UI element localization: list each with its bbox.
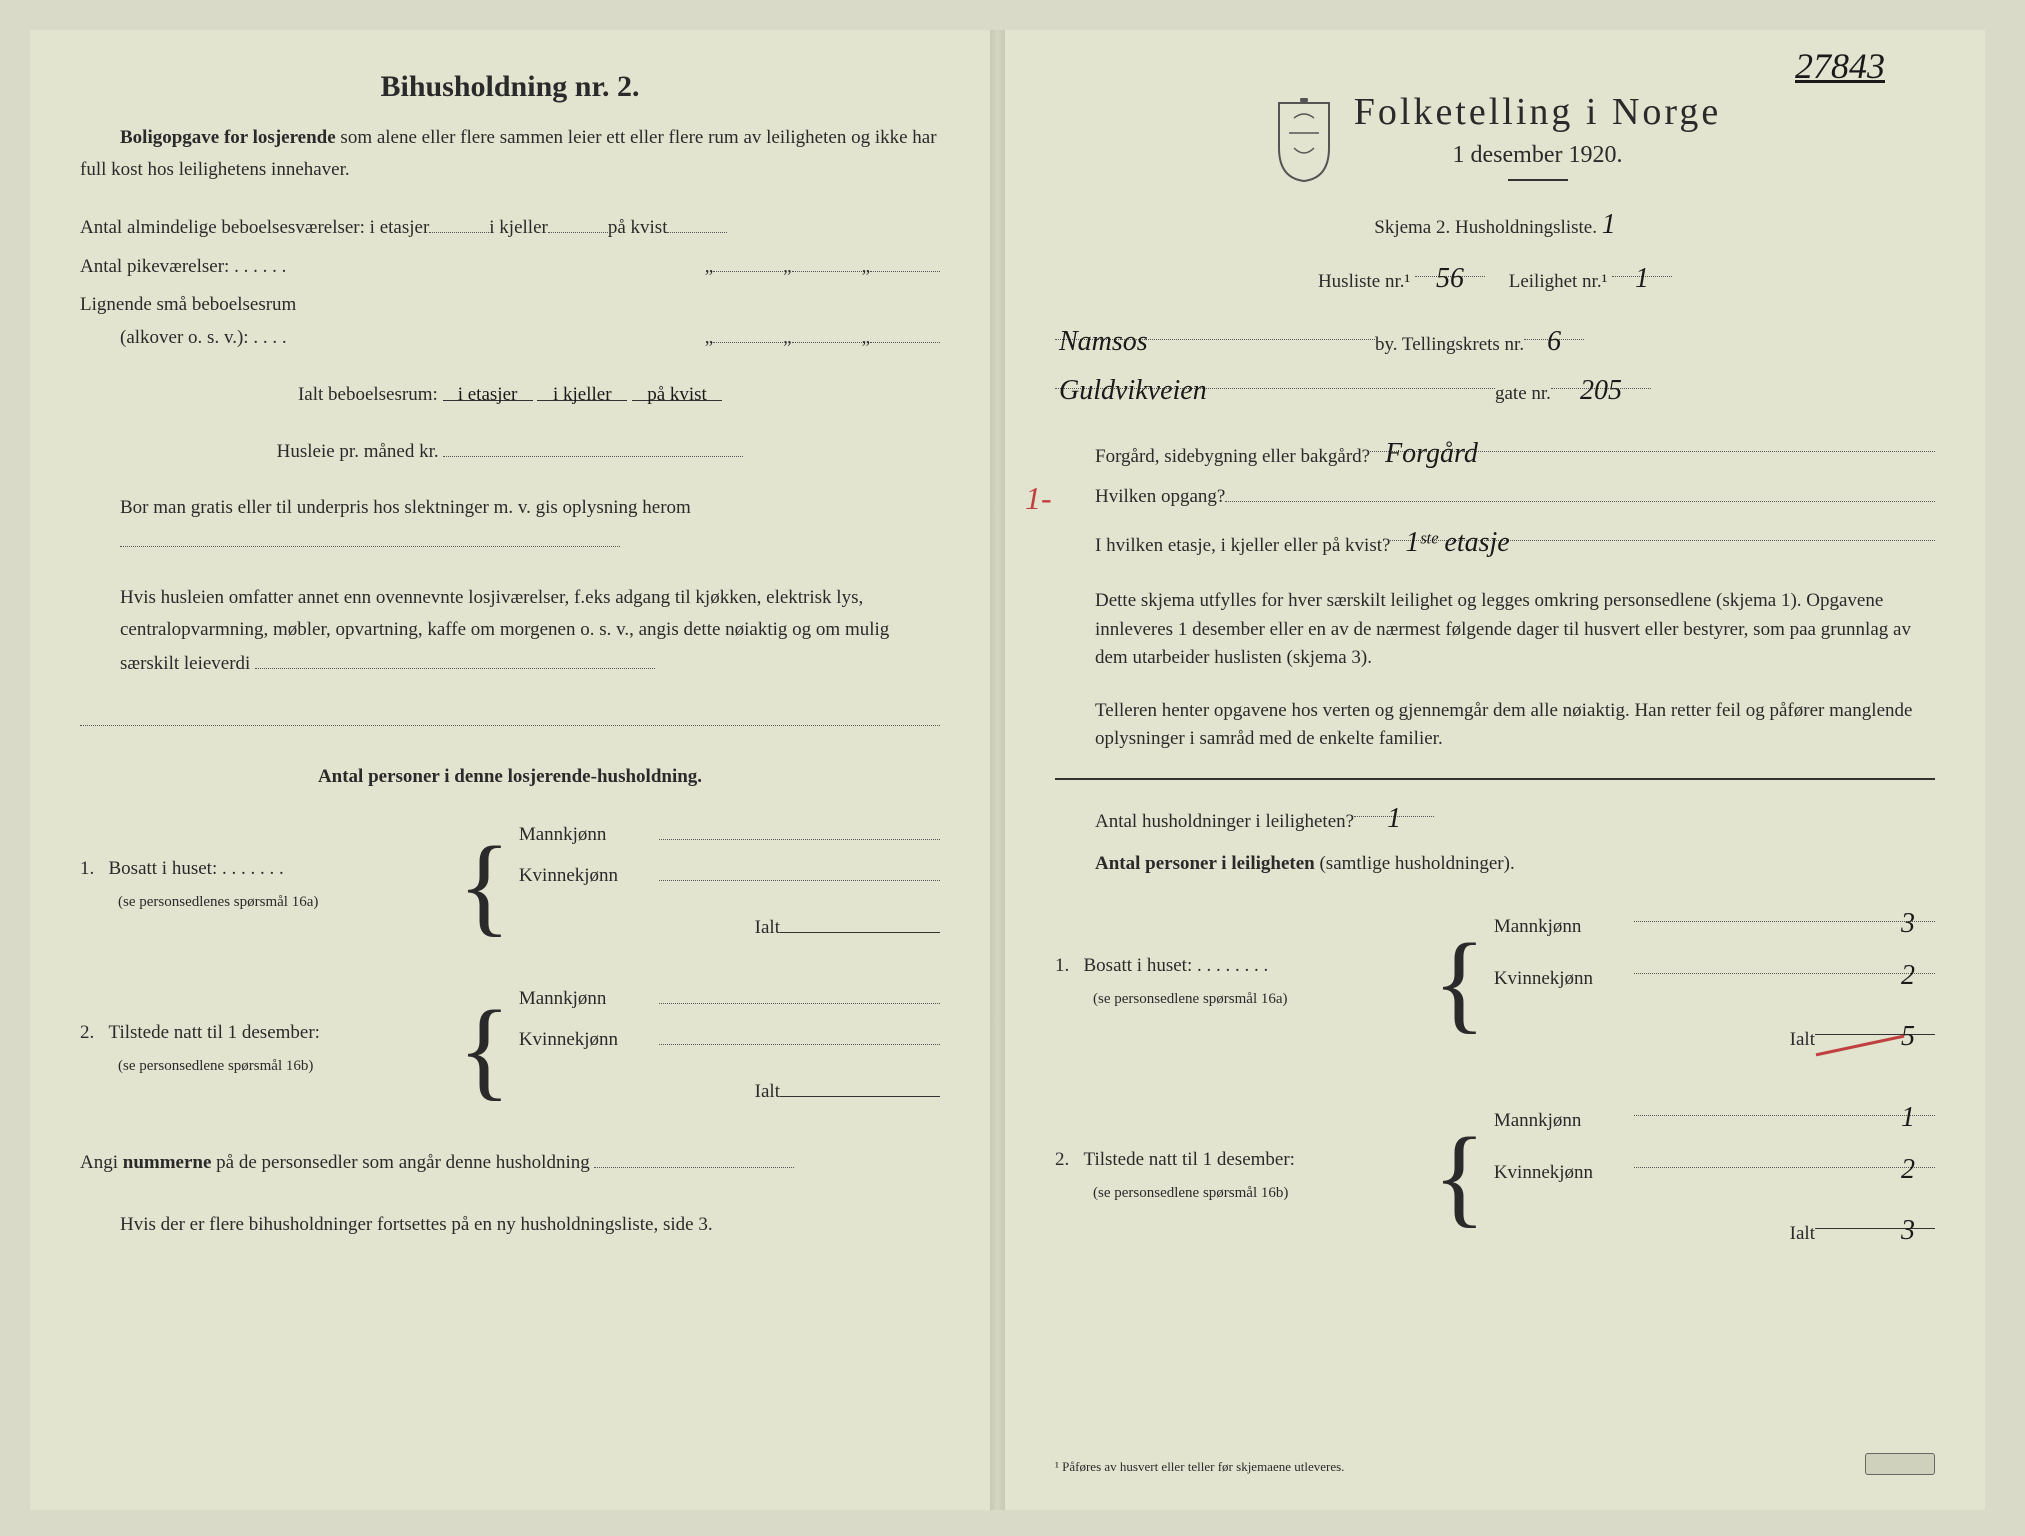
page-fold <box>990 30 1005 1510</box>
coat-of-arms-icon <box>1269 98 1339 183</box>
blank <box>667 211 727 233</box>
lign-label2: (alkover o. s. v.): . . . . <box>120 322 287 354</box>
lign-label1: Lignende små beboelsesrum <box>80 289 940 321</box>
brace-icon: { <box>1433 1132 1486 1220</box>
q2-kvinne-value: 2 <box>1634 1146 1935 1168</box>
left-page: Bihusholdning nr. 2. Boligopgave for los… <box>30 30 990 1510</box>
brace-icon: { <box>458 841 511 929</box>
antal-hush-row: Antal husholdninger i leiligheten? 1 <box>1095 795 1935 838</box>
q1-ialt-value: 5 <box>1815 1013 1935 1035</box>
right-q1: 1. Bosatt i huset: . . . . . . . . (se p… <box>1055 900 1935 1064</box>
antal-pers-row: Antal personer i leiligheten (samtlige h… <box>1095 848 1935 880</box>
left-subtitle: Antal personer i denne losjerende-hushol… <box>80 761 940 793</box>
footnote: ¹ Påføres av husvert eller teller før sk… <box>1055 1459 1344 1475</box>
archive-number-handwritten: 27843 <box>1795 45 1885 87</box>
blank <box>429 211 489 233</box>
left-footer: Hvis der er flere bihusholdninger fortse… <box>120 1209 940 1241</box>
left-q1: 1. Bosatt i huset: . . . . . . . (se per… <box>80 818 940 952</box>
q1-mann-value: 3 <box>1634 900 1935 922</box>
right-page: 27843 Folketelling i Norge 1 desember 19… <box>1005 30 1985 1510</box>
pike-label: Antal pikeværelser: . . . . . . <box>80 251 286 283</box>
rooms-block: Antal almindelige beboelsesværelser: i e… <box>80 211 940 355</box>
intro-bold: Boligopgave for losjerende <box>120 127 336 148</box>
gate-row: Guldvikveien gate nr. 205 <box>1055 367 1935 410</box>
right-header: Folketelling i Norge 1 desember 1920. <box>1055 90 1935 191</box>
main-title: Folketelling i Norge <box>1354 90 1722 134</box>
blank <box>548 211 608 233</box>
rooms-label: Antal almindelige beboelsesværelser: i e… <box>80 212 429 244</box>
by-row: Namsos by. Tellingskrets nr. 6 <box>1055 318 1935 361</box>
left-q2: 2. Tilstede natt til 1 desember: (se per… <box>80 982 940 1116</box>
brace-icon: { <box>1433 938 1486 1026</box>
angi-row: Angi nummerne på de personsedler som ang… <box>80 1146 940 1179</box>
opgang-row: Hvilken opgang? <box>1095 480 1935 513</box>
hvis-text: Hvis husleien omfatter annet enn ovennev… <box>120 582 940 680</box>
gratis-text: Bor man gratis eller til underpris hos s… <box>120 492 940 558</box>
printer-stamp-icon <box>1865 1453 1935 1475</box>
red-mark-handwritten: 1- <box>1025 480 1052 517</box>
para2: Telleren henter opgavene hos verten og g… <box>1095 697 1935 754</box>
divider <box>1055 778 1935 780</box>
ialt-row: Ialt beboelsesrum: i etasjer i kjeller p… <box>80 379 940 411</box>
q2-ialt-value: 3 <box>1815 1207 1935 1229</box>
right-q2: 2. Tilstede natt til 1 desember: (se per… <box>1055 1094 1935 1258</box>
q1-kvinne-value: 2 <box>1634 952 1935 974</box>
husliste-row: Husliste nr.¹ 56 Leilighet nr.¹ 1 <box>1055 255 1935 298</box>
etasje-row: I hvilken etasje, i kjeller eller på kvi… <box>1095 519 1935 562</box>
left-intro: Boligopgave for losjerende som alene ell… <box>80 122 940 187</box>
skjema-row: Skjema 2. Husholdningsliste. 1 <box>1055 201 1935 249</box>
husleie-row: Husleie pr. måned kr. <box>80 435 940 468</box>
para1: Dette skjema utfylles for hver særskilt … <box>1095 587 1935 673</box>
divider <box>1508 179 1568 181</box>
brace-icon: { <box>458 1005 511 1093</box>
q2-mann-value: 1 <box>1634 1094 1935 1116</box>
main-date: 1 desember 1920. <box>1354 142 1722 169</box>
left-title: Bihusholdning nr. 2. <box>80 70 940 104</box>
forgard-row: Forgård, sidebygning eller bakgård? Forg… <box>1095 430 1935 473</box>
